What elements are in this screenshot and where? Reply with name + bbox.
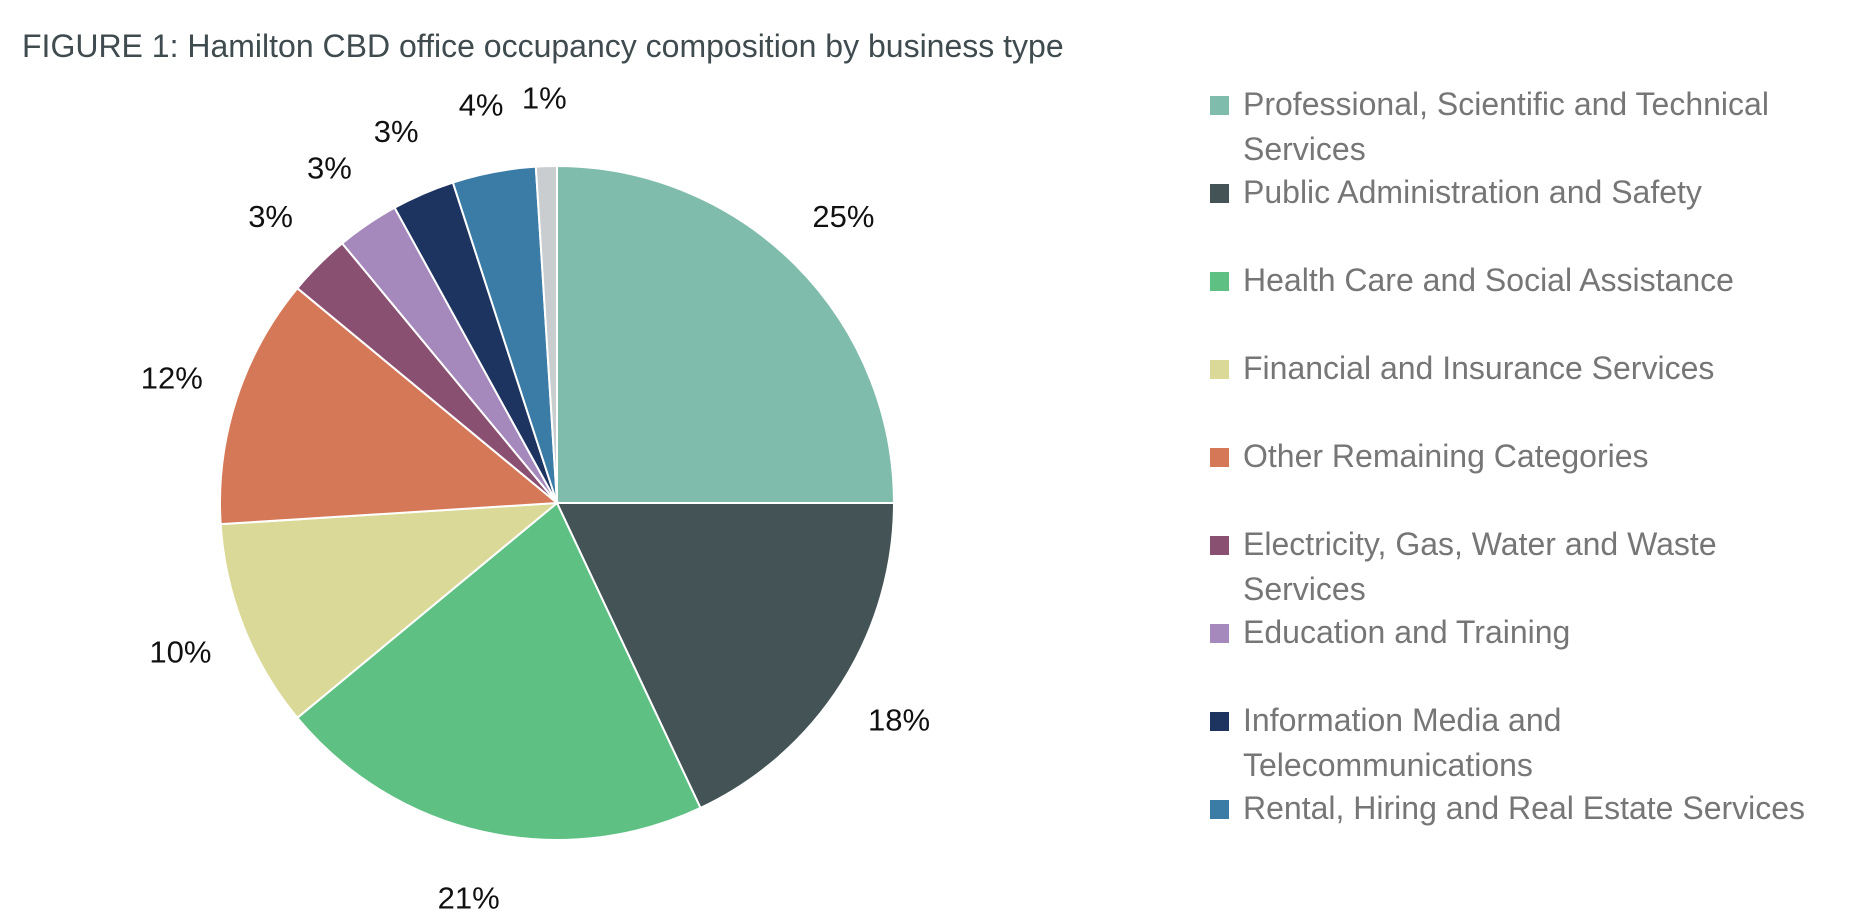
legend-label-2: Health Care and Social Assistance: [1243, 262, 1734, 298]
data-label-8: 4%: [459, 88, 504, 123]
legend-swatch-3: [1210, 360, 1229, 379]
legend-swatch-5: [1210, 536, 1229, 555]
legend-label-1: Public Administration and Safety: [1243, 174, 1702, 210]
legend-label-5: Electricity, Gas, Water and Waste Servic…: [1243, 526, 1717, 607]
pie-slice-0: [556, 164, 896, 504]
legend-swatch-0: [1210, 96, 1229, 115]
data-label-1: 18%: [868, 703, 930, 738]
legend-label-7: Information Media and Telecommunications: [1243, 702, 1562, 783]
legend-label-3: Financial and Insurance Services: [1243, 350, 1715, 386]
data-label-3: 10%: [149, 635, 211, 670]
data-label-5: 3%: [248, 199, 293, 234]
pie-slice-9: [534, 164, 558, 504]
pie-slice-1: [555, 502, 896, 810]
legend-label-0: Professional, Scientific and Technical S…: [1243, 86, 1769, 167]
legend-swatch-4: [1210, 448, 1229, 467]
data-label-6: 3%: [307, 151, 352, 186]
legend-label-4: Other Remaining Categories: [1243, 438, 1649, 474]
data-label-2: 21%: [438, 881, 500, 914]
data-label-9: 1%: [522, 81, 567, 116]
legend-swatch-6: [1210, 624, 1229, 643]
legend-label-6: Education and Training: [1243, 614, 1571, 650]
legend-swatch-8: [1210, 800, 1229, 819]
chart-title: FIGURE 1: Hamilton CBD office occupancy …: [22, 28, 1064, 64]
legend-swatch-2: [1210, 272, 1229, 291]
legend-swatch-7: [1210, 712, 1229, 731]
data-label-4: 12%: [141, 360, 203, 395]
pie-slice-4: [219, 286, 560, 526]
legend-swatch-1: [1210, 184, 1229, 203]
pie-slice-2: [295, 501, 702, 842]
data-label-0: 25%: [812, 199, 874, 234]
pie-slice-3: [219, 501, 561, 720]
data-label-7: 3%: [374, 114, 419, 149]
legend-label-8: Rental, Hiring and Real Estate Services: [1243, 790, 1806, 826]
